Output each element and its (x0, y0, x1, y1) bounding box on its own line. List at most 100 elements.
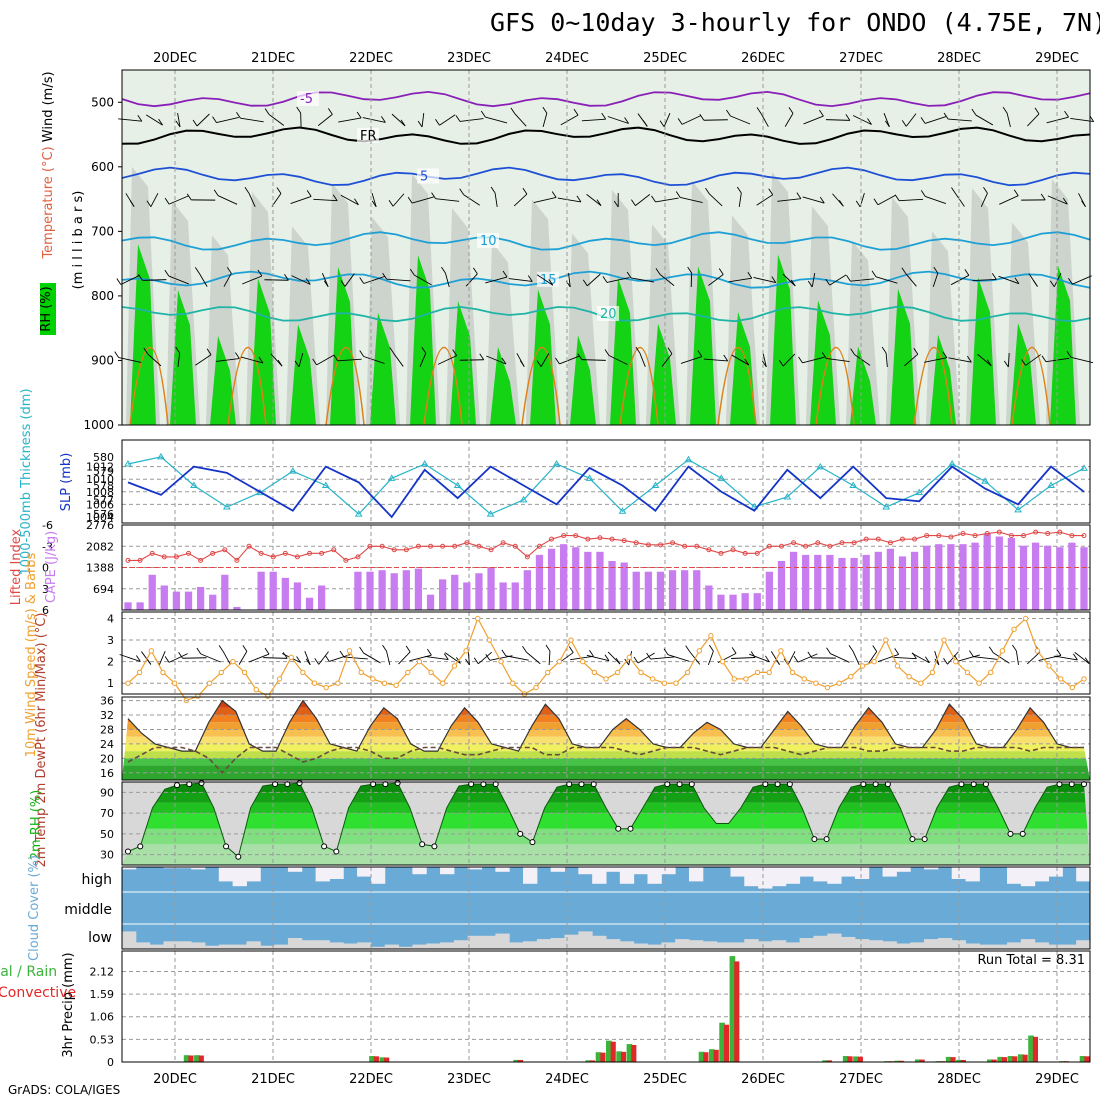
surface-wind-barb (314, 658, 320, 665)
wind-speed-point (1023, 615, 1029, 622)
upper-wind-barb (802, 356, 825, 364)
upper-wind-barb (709, 193, 723, 207)
isotherm-label-bg (477, 233, 499, 249)
rh-orange-contour (913, 346, 953, 426)
surface-wind-barb (363, 652, 381, 664)
upper-wind-barb (661, 353, 673, 367)
date-label-bottom-24DEC: 24DEC (545, 1072, 589, 1087)
cloud-high-gap (163, 867, 178, 869)
rh-green-shade (850, 346, 876, 425)
li-point (307, 550, 313, 556)
cloud-high-gap (841, 867, 856, 877)
upper-wind-barb (147, 353, 162, 367)
surface-wind-barb (382, 644, 387, 652)
cloud-low-fill (606, 939, 621, 949)
surface-wind-barb (424, 655, 449, 661)
cape-bar (765, 571, 773, 610)
cloud-low-fill (827, 933, 842, 949)
li-point (730, 547, 736, 553)
wind-speed-point (311, 680, 318, 686)
cloud-high-gap (329, 867, 344, 879)
cape-bar (560, 544, 568, 610)
upper-wind-barb (312, 358, 318, 366)
slp-axis-label: SLP (mb) (59, 453, 74, 512)
cloud-high-gap (1076, 867, 1091, 882)
upper-wind-barb (924, 357, 947, 363)
upper-wind-barb (687, 266, 693, 274)
cloud-high-gap (315, 867, 330, 882)
upper-wind-barb (344, 273, 355, 287)
cloud-high-gap (785, 867, 801, 884)
upper-wind-barb (728, 277, 752, 283)
upper-wind-barb (513, 193, 528, 207)
cape-bar (838, 557, 846, 610)
temp-axis-label-part: 2m Temp 2m DewPt (6hr Min/Max) (°C) (34, 613, 49, 868)
cloud-level-label-low: low (88, 930, 112, 946)
upper-wind-barb (431, 192, 436, 199)
surface-wind-barb (764, 655, 770, 663)
cloud-low-fill (357, 942, 372, 949)
li-point (694, 543, 700, 549)
cape-bar (910, 551, 919, 610)
upper-wind-barb (885, 120, 890, 128)
wind-tick-label: 2 (107, 656, 114, 669)
cloud-low-fill (523, 941, 538, 949)
upper-wind-barb (867, 118, 872, 125)
upper-wind-barb (146, 200, 152, 207)
precip-convective-bar (960, 1059, 966, 1062)
cloud-high-gap (1007, 867, 1022, 884)
wind-speed-point (451, 663, 458, 669)
wind-speed-point (358, 669, 364, 676)
upper-wind-barb (277, 359, 283, 367)
surface-wind-barb (852, 651, 860, 665)
upper-wind-barb (825, 278, 831, 286)
temp-tick-label: 28 (100, 723, 114, 736)
upper-wind-barb (333, 354, 339, 362)
surface-wind-barb (296, 656, 301, 663)
wind-speed-point (545, 669, 551, 676)
upper-wind-barb (212, 116, 217, 123)
li-point (403, 547, 409, 553)
surface-wind-barb (473, 657, 479, 665)
wind-speed-point (696, 648, 702, 654)
slp-axis-label-part: SLP (mb) (59, 453, 74, 512)
precip-convective-bar (384, 1057, 390, 1062)
cloud-low-fill (688, 940, 704, 949)
surface-wind-barb (637, 652, 655, 664)
upper-wind-barb (486, 355, 507, 365)
wind-speed-point (626, 654, 633, 661)
upper-wind-barb (972, 278, 997, 282)
upper-wind-barb (313, 198, 338, 202)
cloud-high-gap (523, 867, 538, 884)
upper-wind-barb (731, 354, 749, 366)
upper-wind-barb (925, 195, 946, 205)
upper-wind-barb (332, 194, 338, 201)
upper-wind-barb (150, 193, 159, 207)
upper-wind-barb (826, 357, 850, 363)
precip-convective-bar (898, 1060, 905, 1062)
upper-wind-barb (1034, 107, 1040, 115)
upper-wind-barb (223, 273, 232, 287)
upper-wind-barb (821, 352, 827, 359)
li-point (549, 536, 555, 542)
wind-speed-point (673, 680, 679, 686)
wind-speed-point (405, 669, 411, 676)
thickness-series-line (127, 456, 1085, 515)
cape-bar (354, 571, 362, 610)
upper-wind-barb (340, 194, 359, 206)
upper-wind-barb (548, 279, 554, 286)
precip-convective-bar (703, 1052, 709, 1062)
cape-bar (184, 591, 193, 610)
cloud-low-fill (758, 941, 773, 949)
cloud-low-fill (854, 939, 870, 949)
precip-tick-label: 0 (107, 1056, 114, 1069)
upper-wind-barb (1002, 106, 1008, 114)
cape-bar (148, 574, 156, 610)
precip-total-bar (595, 1052, 602, 1062)
cloud-high-gap (688, 867, 704, 882)
cloud-low-fill (702, 941, 718, 949)
li-point (512, 543, 518, 549)
cloud-low-fill (370, 946, 386, 949)
li-point (1033, 529, 1039, 535)
cloud-high-gap (965, 867, 980, 882)
